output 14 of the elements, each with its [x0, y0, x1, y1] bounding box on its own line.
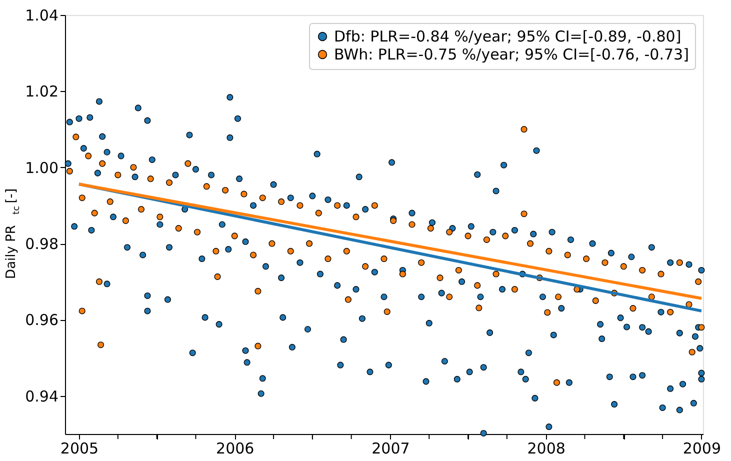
legend-label: Dfb: PLR=-0.84 %/year; 95% CI=[-0.89, -0.80]: [334, 28, 682, 46]
y-tick-label: 1.00: [25, 158, 58, 177]
y-tick-label: 0.96: [25, 311, 58, 330]
x-tick-label: 2008: [527, 440, 566, 458]
y-tick-label: 0.98: [25, 235, 58, 254]
legend-label: BWh: PLR=-0.75 %/year; 95% CI=[-0.76, -0.73]: [334, 46, 689, 64]
y-tick-label: 1.04: [25, 6, 58, 24]
x-tick-label: 2007: [372, 440, 410, 458]
y-tick-label: 1.02: [25, 82, 58, 101]
x-tick-label: 2009: [682, 440, 722, 458]
y-axis-title: Daily PRtc [-]: [4, 188, 22, 279]
x-tick-label: 2006: [216, 440, 254, 458]
x-tick-label: 2005: [60, 440, 99, 458]
y-tick-label: 0.94: [25, 387, 58, 406]
